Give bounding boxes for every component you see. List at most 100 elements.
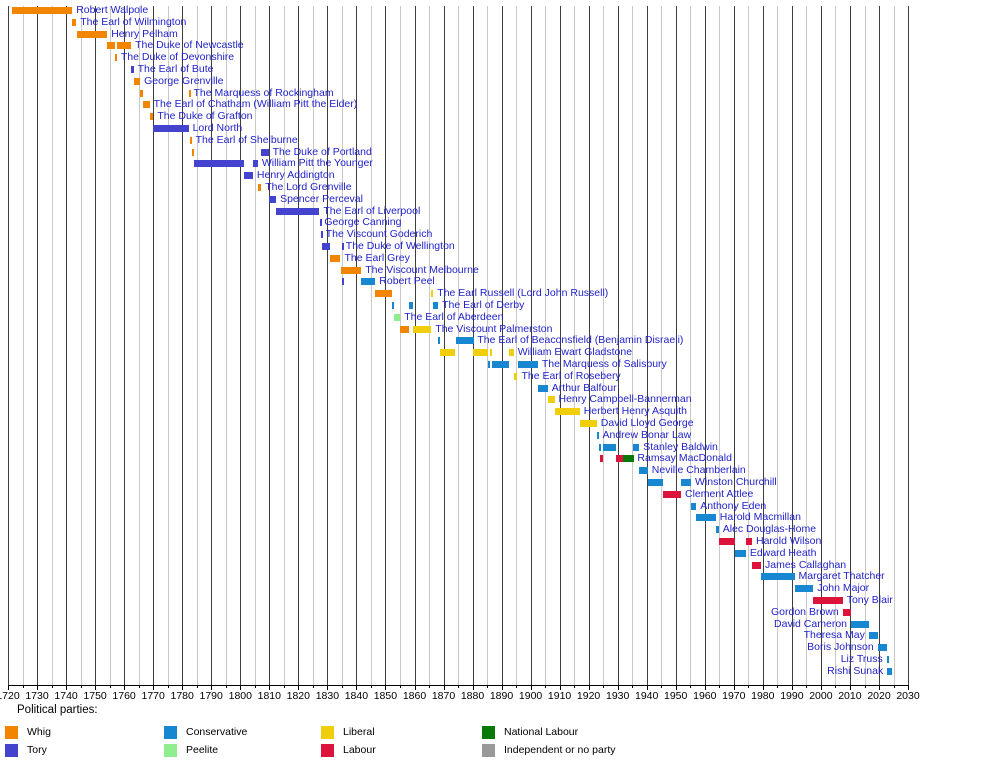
pm-bar-liberal: [509, 349, 514, 357]
axis-tick-minor: [341, 686, 343, 688]
gridline-major: [820, 6, 822, 685]
pm-label[interactable]: Henry Pelham: [111, 27, 178, 40]
pm-label[interactable]: Harold Wilson: [756, 535, 822, 547]
pm-bar-tory: [252, 160, 258, 168]
pm-label[interactable]: Henry Addington: [256, 169, 335, 182]
pm-label[interactable]: The Viscount Goderich: [325, 228, 433, 241]
axis-year-label: 1750: [83, 690, 107, 702]
pm-label[interactable]: The Earl Russell (Lord John Russell): [437, 287, 609, 300]
pm-label[interactable]: The Marquess of Salisbury: [541, 358, 667, 370]
axis-year-label: 2010: [838, 690, 862, 702]
pm-label[interactable]: The Earl of Rosebery: [521, 369, 621, 382]
pm-label[interactable]: David Cameron: [774, 617, 847, 630]
pm-label[interactable]: John Major: [817, 582, 870, 595]
pm-label[interactable]: Rishi Sunak: [827, 664, 884, 677]
pm-label[interactable]: Alec Douglas-Home: [722, 523, 817, 536]
pm-label[interactable]: The Duke of Wellington: [345, 240, 455, 252]
axis-tick-minor: [835, 686, 837, 688]
pm-label[interactable]: William Ewart Gladstone: [517, 346, 633, 359]
pm-label[interactable]: The Duke of Portland: [272, 145, 372, 158]
gridline-minor: [661, 6, 663, 685]
axis-tick-major: [124, 686, 126, 690]
pm-bar-tory: [341, 278, 344, 286]
gridline-minor: [399, 6, 401, 685]
axis-tick-major: [530, 686, 532, 690]
axis-year-label: 2030: [896, 690, 920, 702]
pm-label[interactable]: Herbert Henry Asquith: [583, 405, 687, 418]
pm-label[interactable]: The Earl of Shelburne: [195, 133, 298, 146]
pm-label[interactable]: Lord North: [192, 122, 243, 134]
axis-tick-major: [153, 686, 155, 690]
pm-label[interactable]: Liz Truss: [840, 653, 883, 665]
pm-bar-whig: [340, 266, 343, 274]
legend-item-whig: Whig: [5, 726, 164, 740]
pm-label[interactable]: The Viscount Palmerston: [435, 322, 553, 335]
pm-label[interactable]: The Lord Grenville: [265, 181, 352, 193]
gridline-major: [37, 6, 38, 685]
axis-tick-minor: [603, 686, 605, 688]
axis-year-label: 1840: [344, 690, 369, 702]
pm-label[interactable]: The Earl of Liverpool: [323, 204, 421, 217]
pm-label[interactable]: Winston Churchill: [695, 476, 777, 488]
pm-bar-liberal: [440, 349, 456, 357]
pm-label[interactable]: George Grenville: [144, 74, 224, 87]
axis-year-label: 1900: [518, 690, 543, 702]
pm-label[interactable]: William Pitt the Younger: [261, 157, 373, 170]
pm-label[interactable]: The Earl of Derby: [442, 299, 525, 311]
pm-label[interactable]: Margaret Thatcher: [798, 570, 885, 583]
pm-label[interactable]: The Earl of Wilmington: [80, 15, 187, 28]
pm-label[interactable]: The Marquess of Rockingham: [193, 86, 334, 99]
axis-tick-major: [356, 686, 358, 690]
pm-label[interactable]: Theresa May: [803, 629, 865, 642]
legend-label-liberal: Liberal: [343, 726, 375, 738]
pm-bar-whig: [149, 113, 154, 121]
pm-label[interactable]: Ramsay MacDonald: [637, 452, 732, 465]
gridline-major: [298, 6, 300, 685]
pm-bar-tory: [193, 160, 244, 168]
pm-label[interactable]: David Lloyd George: [600, 417, 694, 429]
axis-tick-minor: [429, 686, 430, 688]
gridline-major: [124, 6, 126, 685]
pm-label[interactable]: The Duke of Grafton: [157, 110, 253, 123]
pm-bar-conservative: [639, 467, 648, 475]
axis-tick-minor: [399, 686, 401, 688]
pm-label[interactable]: James Callaghan: [765, 558, 847, 571]
pm-label[interactable]: Robert Peel: [379, 275, 435, 288]
pm-label[interactable]: Clement Attlee: [685, 487, 754, 500]
pm-label[interactable]: Boris Johnson: [807, 641, 874, 654]
pm-label[interactable]: The Earl of Chatham (William Pitt the El…: [153, 98, 358, 111]
pm-label[interactable]: The Earl of Aberdeen: [404, 310, 504, 323]
pm-bar-whig: [76, 30, 108, 38]
gridline-minor: [458, 6, 459, 685]
pm-label[interactable]: The Duke of Devonshire: [120, 51, 235, 64]
pm-label[interactable]: Henry Campbell-Bannerman: [558, 393, 692, 406]
pm-label[interactable]: Stanley Baldwin: [643, 440, 718, 453]
pm-bar-whig: [189, 136, 192, 144]
pm-label[interactable]: Tony Blair: [846, 594, 893, 606]
pm-label[interactable]: Neville Chamberlain: [651, 464, 746, 477]
pm-label[interactable]: Andrew Bonar Law: [602, 428, 692, 441]
pm-label[interactable]: Spencer Perceval: [280, 192, 363, 205]
pm-bar-tory: [341, 243, 344, 250]
gridline-minor: [864, 6, 866, 685]
pm-label[interactable]: Anthony Eden: [700, 499, 767, 512]
pm-label[interactable]: The Viscount Melbourne: [365, 263, 479, 276]
axis-tick-minor: [893, 686, 895, 688]
pm-label[interactable]: Edward Heath: [749, 546, 817, 559]
pm-label[interactable]: The Earl of Bute: [137, 63, 214, 75]
gridline-major: [646, 6, 648, 685]
pm-bar-labour: [842, 608, 851, 616]
pm-label[interactable]: George Canning: [324, 216, 402, 229]
axis-tick-major: [414, 686, 416, 690]
pm-bar-labour: [813, 597, 843, 604]
pm-bar-liberal: [554, 408, 580, 416]
pm-label[interactable]: Harold Macmillan: [719, 511, 801, 524]
pm-label[interactable]: The Earl of Beaconsfield (Benjamin Disra…: [477, 334, 684, 347]
pm-label[interactable]: The Earl Grey: [344, 251, 410, 264]
pm-label[interactable]: Robert Walpole: [76, 4, 149, 16]
axis-tick-minor: [545, 686, 547, 688]
pm-label[interactable]: Arthur Balfour: [551, 381, 617, 394]
axis-year-label: 2020: [867, 690, 891, 702]
pm-label[interactable]: Gordon Brown: [771, 605, 839, 618]
pm-label[interactable]: The Duke of Newcastle: [135, 39, 244, 52]
